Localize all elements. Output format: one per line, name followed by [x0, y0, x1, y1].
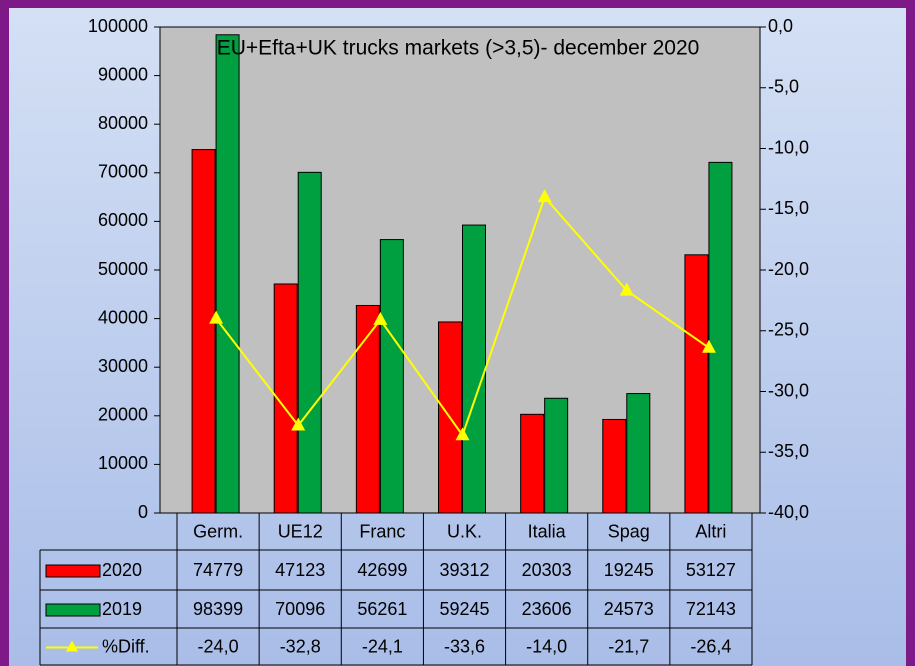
line-marker [209, 310, 224, 324]
line-marker [455, 427, 470, 441]
table-value: 72143 [686, 599, 736, 619]
table-value: 19245 [604, 560, 654, 580]
bar [684, 254, 709, 514]
marks: 0 10000 20000 30000 40000 50000 60000 70000 8000… [39, 16, 809, 666]
y-tick-label: 70000 [98, 162, 148, 182]
table-value: -32,8 [280, 636, 321, 656]
table-value: -33,6 [444, 636, 485, 656]
bar [602, 418, 627, 514]
y2-tick-label: -10,0 [768, 137, 809, 157]
y2-tick-label: -15,0 [768, 198, 809, 218]
table-value: 98399 [193, 599, 243, 619]
bar [708, 161, 733, 514]
x-tick-label: U.K. [447, 521, 482, 541]
y2-tick-label: -20,0 [768, 259, 809, 279]
bar [191, 149, 216, 514]
x-tick-label: Spag [608, 521, 650, 541]
table-value: 47123 [275, 560, 325, 580]
y-tick-label: 10000 [98, 453, 148, 473]
bar [379, 239, 404, 514]
y-tick-label: 60000 [98, 210, 148, 230]
y-tick-label: 50000 [98, 259, 148, 279]
table-value: 53127 [686, 560, 736, 580]
table-value: 59245 [439, 599, 489, 619]
legend-label: 2019 [102, 599, 142, 619]
y2-tick-label: 0,0 [768, 16, 793, 36]
line-marker [619, 282, 634, 296]
line-marker [373, 311, 388, 325]
y-tick-label: 90000 [98, 64, 148, 84]
legend-label: %Diff. [102, 636, 150, 656]
table-value: 74779 [193, 560, 243, 580]
table-value: 56261 [357, 599, 407, 619]
bar [462, 224, 486, 514]
y-tick-label: 80000 [98, 113, 148, 133]
y2-tick-label: -25,0 [768, 320, 809, 340]
bar [520, 413, 545, 514]
x-tick-label: Altri [695, 521, 726, 541]
legend-swatch [66, 640, 78, 652]
table-value: -21,7 [608, 636, 649, 656]
x-tick-label: Italia [528, 521, 567, 541]
legend-swatch [45, 564, 101, 578]
legend-label: 2020 [102, 560, 142, 580]
y-tick-label: 20000 [98, 405, 148, 425]
table-value: 42699 [357, 560, 407, 580]
y2-tick-label: -30,0 [768, 380, 809, 400]
y-tick-label: 100000 [88, 16, 148, 36]
y-tick-label: 0 [138, 502, 148, 522]
bar [626, 393, 651, 514]
line-marker [291, 417, 306, 431]
y2-tick-label: -5,0 [768, 77, 799, 97]
y-tick-label: 40000 [98, 307, 148, 327]
y-tick-label: 30000 [98, 356, 148, 376]
x-tick-label: Franc [359, 521, 405, 541]
table-value: 23606 [522, 599, 572, 619]
table-value: 39312 [439, 560, 489, 580]
y2-tick-label: -35,0 [768, 441, 809, 461]
table-value: 70096 [275, 599, 325, 619]
x-tick-label: UE12 [278, 521, 323, 541]
table-value: -24,1 [362, 636, 403, 656]
table-value: 20303 [522, 560, 572, 580]
chart-title: EU+Efta+UK trucks markets (>3,5)- decemb… [217, 37, 700, 60]
bar [297, 171, 322, 514]
legend-swatch [45, 603, 101, 617]
table-value: -24,0 [198, 636, 239, 656]
line-marker [701, 339, 716, 353]
bar [215, 34, 240, 514]
bar [544, 397, 569, 514]
line-marker [537, 189, 552, 203]
x-tick-label: Germ. [193, 521, 243, 541]
y2-tick-label: -40,0 [768, 502, 809, 522]
table-value: -14,0 [526, 636, 567, 656]
table-value: 24573 [604, 599, 654, 619]
table-value: -26,4 [690, 636, 731, 656]
